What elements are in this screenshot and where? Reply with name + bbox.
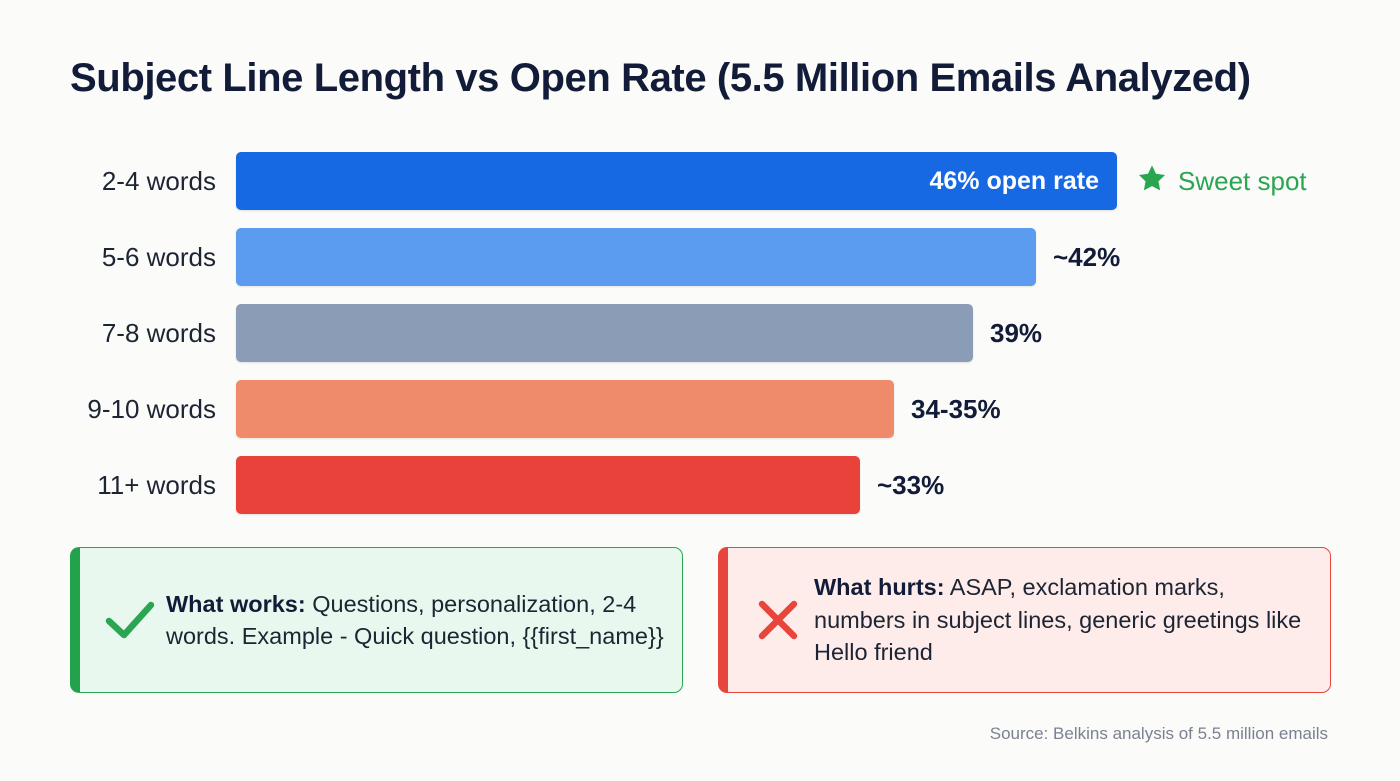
bar-track: 46% open rate <box>236 152 1117 210</box>
bar-fill <box>236 304 973 362</box>
bar-category-label: 7-8 words <box>101 318 216 348</box>
star-icon <box>1136 163 1168 199</box>
callout-what-hurts: What hurts: ASAP, exclamation marks, num… <box>718 547 1331 693</box>
callout-what-hurts-heading: What hurts: <box>814 574 945 601</box>
bar-row: 7-8 words 39% <box>0 304 1400 380</box>
bar-row: 9-10 words 34-35% <box>0 380 1400 456</box>
x-icon <box>742 597 814 643</box>
callout-what-works: What works: Questions, personalization, … <box>70 547 683 693</box>
bar-track <box>236 380 894 438</box>
bar-fill: 46% open rate <box>236 152 1117 210</box>
bar-chart: 2-4 words 46% open rate Sweet spot 5-6 w… <box>0 152 1400 532</box>
bar-value-label: 39% <box>990 318 1043 348</box>
bar-value-label: 34-35% <box>911 394 1001 424</box>
bar-value-label: ~42% <box>1053 242 1121 272</box>
callout-what-works-text: What works: Questions, personalization, … <box>166 588 666 653</box>
bar-row: 2-4 words 46% open rate Sweet spot <box>0 152 1400 228</box>
bar-track <box>236 304 973 362</box>
bar-category-label: 9-10 words <box>87 394 216 424</box>
callout-what-works-heading: What works: <box>166 590 306 617</box>
sweet-spot-label: Sweet spot <box>1178 165 1307 196</box>
page-title: Subject Line Length vs Open Rate (5.5 Mi… <box>70 56 1251 100</box>
bar-row: 5-6 words ~42% <box>0 228 1400 304</box>
bar-fill <box>236 380 894 438</box>
bar-track <box>236 456 860 514</box>
callout-what-hurts-body: ASAP, exclamation marks, numbers in subj… <box>814 574 1302 666</box>
source-note: Source: Belkins analysis of 5.5 million … <box>989 724 1328 743</box>
check-icon <box>94 598 166 642</box>
bar-fill <box>236 228 1036 286</box>
bar-fill <box>236 456 860 514</box>
bar-category-label: 5-6 words <box>101 242 216 272</box>
bar-row: 11+ words ~33% <box>0 456 1400 532</box>
bar-value-label: ~33% <box>877 470 945 500</box>
bar-category-label: 11+ words <box>97 470 216 500</box>
callout-what-hurts-text: What hurts: ASAP, exclamation marks, num… <box>814 571 1314 669</box>
sweet-spot-badge: Sweet spot <box>1136 152 1307 210</box>
bar-track <box>236 228 1036 286</box>
callout-container: What works: Questions, personalization, … <box>0 547 1400 693</box>
bar-category-label: 2-4 words <box>101 166 216 196</box>
bar-value-label: 46% open rate <box>929 167 1099 195</box>
callout-what-works-body: Questions, personalization, 2-4 words. E… <box>166 590 664 650</box>
